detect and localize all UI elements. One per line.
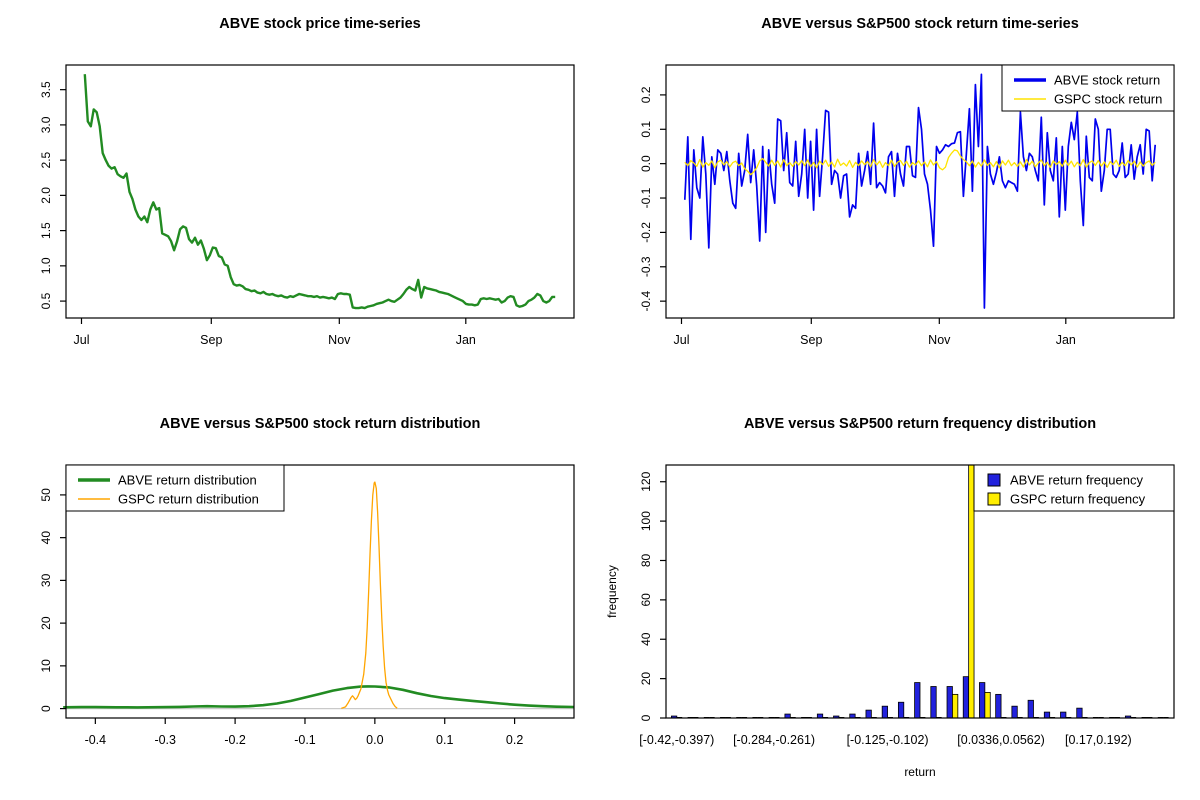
freq-x-tick-label: [0.17,0.192) xyxy=(1065,733,1132,747)
density-y-tick-label: 10 xyxy=(39,659,53,673)
freq-bar-abve xyxy=(897,701,905,719)
freq-y-tick-label: 100 xyxy=(639,511,653,531)
returns-x-tick-label: Sep xyxy=(800,333,822,347)
returns-y-tick-label: 0.0 xyxy=(639,155,653,172)
returns-y-tick-label: 0.1 xyxy=(639,121,653,138)
freq-bar-abve xyxy=(881,705,888,719)
freq-bar-abve xyxy=(1076,707,1083,719)
returns-y-tick-label: 0.2 xyxy=(639,86,653,103)
returns-legend-box xyxy=(1001,64,1175,112)
density-y-tick-label: 40 xyxy=(39,531,53,545)
density-x-tick-label: -0.3 xyxy=(154,733,176,747)
returns-x-tick-label: Jan xyxy=(1056,333,1076,347)
freq-y-tick-label: 40 xyxy=(639,632,653,646)
returns-legend-label: ABVE stock return xyxy=(1054,73,1160,88)
freq-bar-gspc xyxy=(984,692,991,719)
freq-y-tick-label: 80 xyxy=(639,553,653,567)
freq-x-tick-label: [0.0336,0.0562) xyxy=(957,733,1045,747)
frequency-chart-title: ABVE versus S&P500 return frequency dist… xyxy=(743,416,1097,432)
freq-bar-abve xyxy=(914,682,921,719)
density-x-tick-label: 0.0 xyxy=(366,733,383,747)
density-chart-title: ABVE versus S&P500 stock return distribu… xyxy=(159,416,481,432)
freq-bar-abve xyxy=(1043,711,1051,719)
returns-series-line-primary xyxy=(683,73,1157,309)
density-x-tick-label: 0.1 xyxy=(436,733,453,747)
density-legend-label: GSPC return distribution xyxy=(118,492,259,507)
price-y-tick-label: 1.0 xyxy=(39,257,53,274)
returns-chart-title: ABVE versus S&P500 stock return time-ser… xyxy=(761,16,1079,32)
density-series-line-secondary xyxy=(341,481,398,710)
density-legend-label: ABVE return distribution xyxy=(118,473,257,488)
returns-y-tick-label: -0.4 xyxy=(639,290,653,311)
returns-y-tick-label: -0.1 xyxy=(639,187,653,208)
price-y-tick-label: 2.5 xyxy=(39,151,53,168)
price-y-tick-label: 0.5 xyxy=(39,292,53,309)
density-panel: ABVE versus S&P500 stock return distribu… xyxy=(0,400,600,800)
freq-bar-abve xyxy=(930,686,937,719)
returns-legend-label: GSPC stock return xyxy=(1054,92,1162,107)
price-x-tick-label: Jul xyxy=(74,333,90,347)
freq-legend-label: ABVE return frequency xyxy=(1010,473,1143,488)
density-x-tick-label: -0.4 xyxy=(85,733,107,747)
density-chart: 0 10 20 30 40 50 -0.4 -0.3 -0.2 -0.1 0.0 0.1 0.2 ABVE… xyxy=(39,464,575,747)
returns-chart: -0.4 -0.3 -0.2 -0.1 0.0 0.1 0.2 Jul Sep Nov Jan ABV… xyxy=(639,64,1175,347)
freq-legend-square-swatch xyxy=(987,492,1001,506)
freq-plot-box xyxy=(665,464,1175,719)
density-x-tick-label: -0.1 xyxy=(294,733,316,747)
frequency-chart: [-0.42,-0.397) [-0.284,-0.261) [-0.125,-0.… xyxy=(605,464,1175,779)
freq-y-tick-label: 60 xyxy=(639,593,653,607)
price-chart: 0.5 1.0 1.5 2.0 2.5 3.0 3.5 Jul Sep Nov Jan xyxy=(39,64,575,347)
price-panel: ABVE stock price time-series 0.5 1.0 1.5 2.… xyxy=(0,0,600,400)
returns-x-tick-label: Jul xyxy=(674,333,690,347)
freq-bar-gspc xyxy=(968,464,975,719)
price-y-tick-label: 3.5 xyxy=(39,81,53,98)
freq-bar-abve xyxy=(1060,711,1067,719)
returns-panel: ABVE versus S&P500 stock return time-ser… xyxy=(600,0,1200,400)
freq-y-axis-label: frequency xyxy=(605,565,619,618)
density-x-tick-label: 0.2 xyxy=(506,733,523,747)
returns-y-tick-label: -0.3 xyxy=(639,256,653,277)
freq-bar-abve xyxy=(995,693,1002,719)
price-x-tick-label: Nov xyxy=(328,333,351,347)
price-chart-title: ABVE stock price time-series xyxy=(219,16,421,32)
density-plot-box xyxy=(65,464,575,719)
density-x-tick-label: -0.2 xyxy=(224,733,246,747)
freq-legend-label: GSPC return frequency xyxy=(1010,492,1146,507)
price-x-tick-label: Sep xyxy=(200,333,222,347)
price-y-tick-label: 2.0 xyxy=(39,187,53,204)
density-legend-box xyxy=(65,464,285,512)
freq-bar-abve xyxy=(865,709,872,719)
freq-y-tick-label: 0 xyxy=(639,714,653,721)
returns-x-tick-label: Nov xyxy=(928,333,951,347)
density-y-tick-label: 30 xyxy=(39,573,53,587)
freq-legend-box xyxy=(973,464,1175,512)
returns-plot-box xyxy=(665,64,1175,319)
returns-series-line-secondary xyxy=(684,149,1156,176)
frequency-panel: ABVE versus S&P500 return frequency dist… xyxy=(600,400,1200,800)
price-y-tick-label: 1.5 xyxy=(39,222,53,239)
density-y-tick-label: 20 xyxy=(39,616,53,630)
freq-x-tick-label: [-0.42,-0.397) xyxy=(639,733,714,747)
freq-legend-square-swatch xyxy=(987,473,1001,487)
freq-x-tick-label: [-0.284,-0.261) xyxy=(733,733,815,747)
price-series-line-primary xyxy=(83,74,556,310)
density-series-line-primary xyxy=(63,685,575,709)
freq-bar-abve xyxy=(962,676,970,719)
price-x-tick-label: Jan xyxy=(456,333,476,347)
freq-x-tick-label: [-0.125,-0.102) xyxy=(847,733,929,747)
density-y-tick-label: 50 xyxy=(39,488,53,502)
price-plot-box xyxy=(65,64,575,319)
returns-y-tick-label: -0.2 xyxy=(639,222,653,243)
price-y-tick-label: 3.0 xyxy=(39,116,53,133)
freq-bar-abve xyxy=(1011,705,1018,719)
freq-y-tick-label: 20 xyxy=(639,672,653,686)
freq-x-axis-label: return xyxy=(904,765,935,779)
density-y-tick-label: 0 xyxy=(39,705,53,712)
freq-bar-abve xyxy=(1027,699,1034,719)
freq-y-tick-label: 120 xyxy=(639,471,653,491)
freq-bar-abve xyxy=(979,682,986,719)
freq-bar-abve xyxy=(946,686,953,719)
freq-bar-gspc xyxy=(952,693,959,719)
